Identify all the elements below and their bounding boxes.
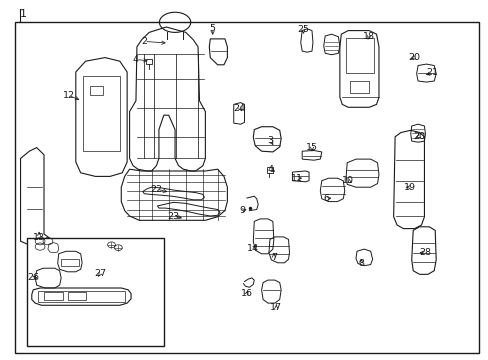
Text: 3: 3 [267,136,273,145]
Text: 11: 11 [291,174,303,183]
Text: 24: 24 [233,104,245,113]
Text: 26: 26 [27,274,39,282]
Text: 15: 15 [305,143,317,152]
Text: 6: 6 [323,194,329,203]
Text: 20: 20 [413,132,425,141]
Text: 21: 21 [426,68,438,77]
Text: 13: 13 [33,233,45,242]
Text: 23: 23 [167,212,179,220]
Text: 20: 20 [408,53,420,62]
Text: 10: 10 [342,176,353,185]
Text: 12: 12 [62,91,74,100]
Text: 4: 4 [133,55,139,64]
Text: 28: 28 [419,248,430,257]
Text: 16: 16 [241,289,252,298]
Text: 1: 1 [20,9,26,19]
Text: 22: 22 [150,185,162,194]
Text: 2: 2 [141,37,147,46]
Text: 25: 25 [297,25,308,34]
Text: 7: 7 [270,253,276,262]
Text: 8: 8 [357,259,363,268]
Text: 9: 9 [239,206,244,215]
Text: 14: 14 [247,244,259,253]
Text: 4: 4 [267,165,273,174]
Text: 19: 19 [403,183,415,192]
Text: 5: 5 [209,24,215,33]
Text: 17: 17 [270,303,282,312]
Bar [27,238,163,346]
Text: 27: 27 [94,269,106,278]
Text: 18: 18 [363,32,374,41]
